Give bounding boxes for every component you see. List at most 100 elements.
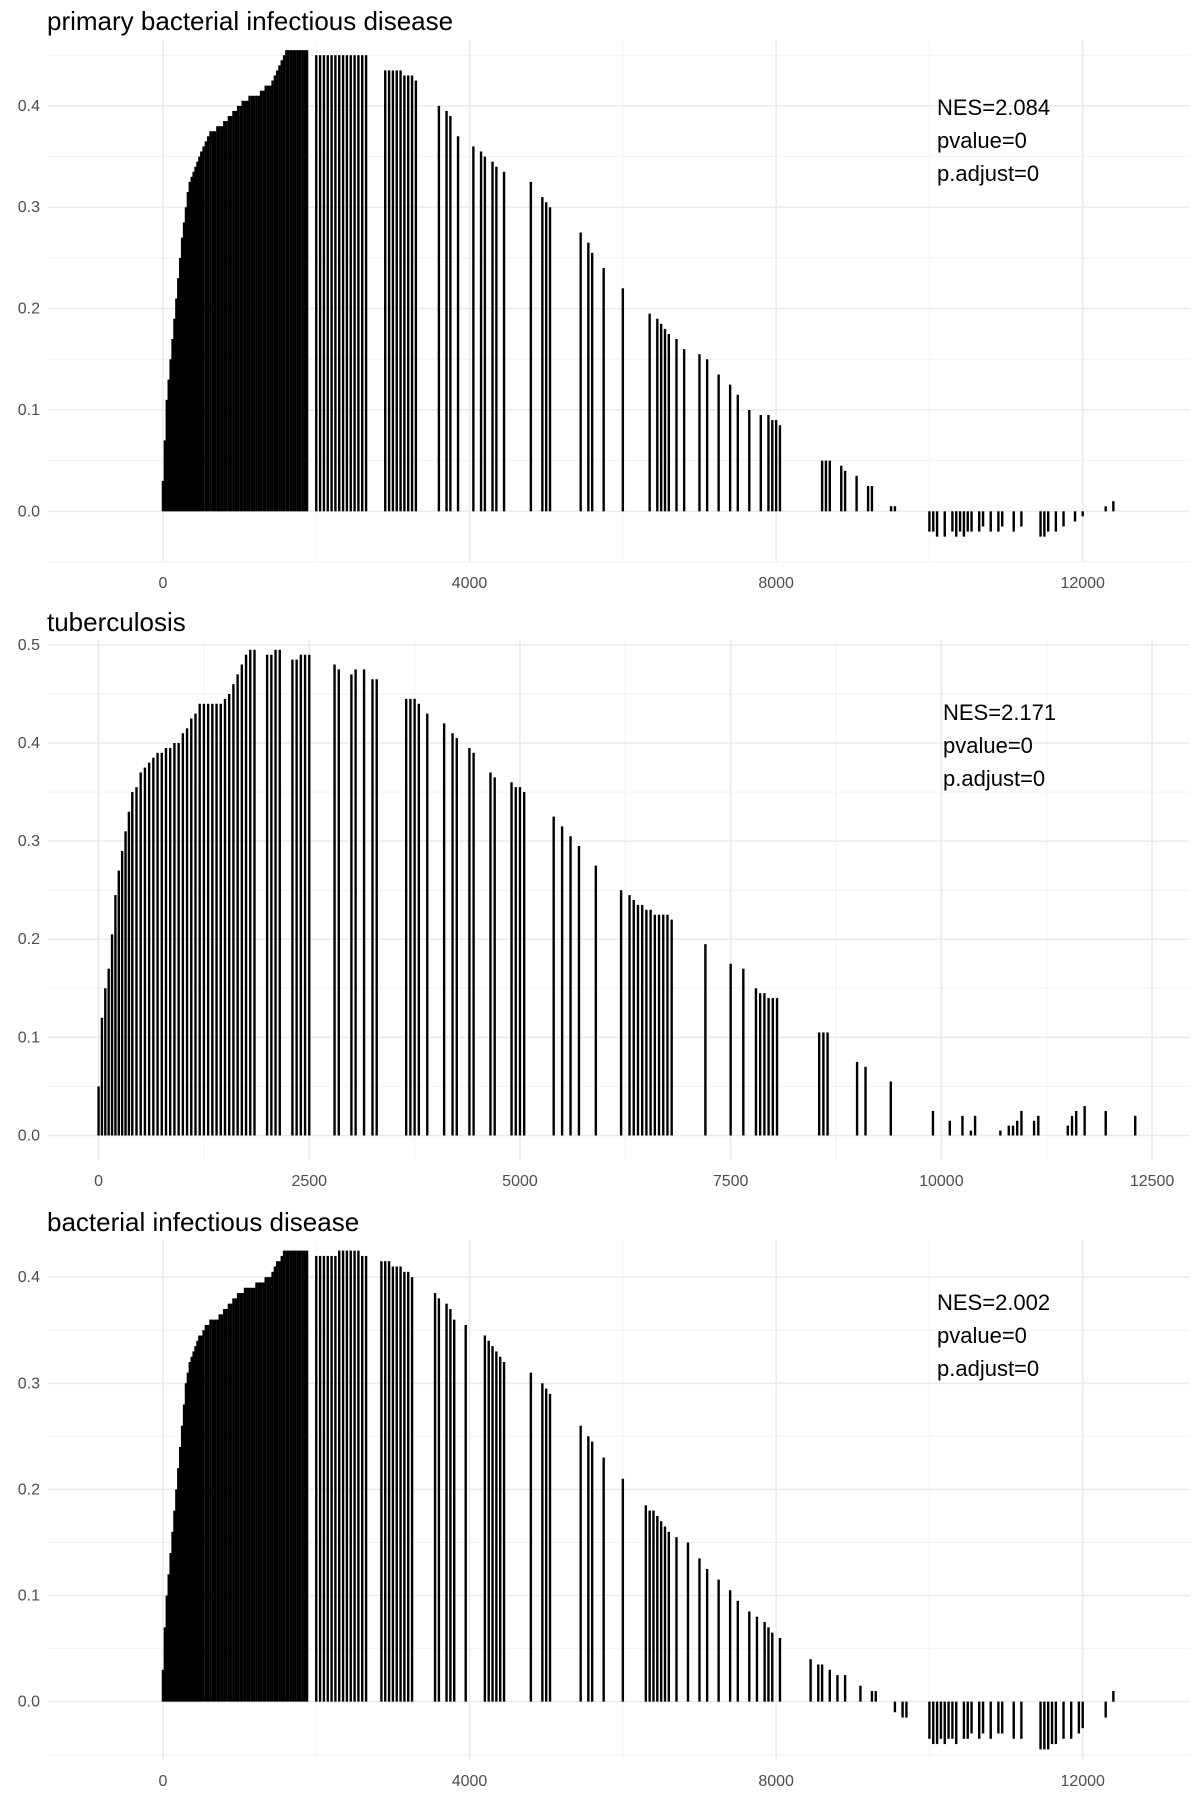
bar <box>748 1611 751 1702</box>
bar <box>943 1701 946 1745</box>
bar <box>364 1255 368 1702</box>
bar <box>180 1425 184 1702</box>
bar <box>978 511 981 532</box>
bar <box>754 988 758 1136</box>
bar <box>104 988 107 1136</box>
bar <box>391 1266 395 1702</box>
bar <box>198 1335 201 1702</box>
bar <box>640 904 644 1136</box>
bar <box>371 679 374 1136</box>
bar <box>943 511 946 537</box>
bar <box>958 511 962 532</box>
bar <box>350 674 353 1136</box>
bar <box>1039 511 1042 537</box>
bar <box>999 1130 1002 1136</box>
bar <box>186 1372 190 1702</box>
bar <box>303 1250 306 1702</box>
bar <box>264 1277 267 1702</box>
bar <box>391 70 395 512</box>
bar <box>602 1457 605 1702</box>
bar <box>184 207 188 512</box>
bar <box>541 197 544 512</box>
x-tick-label: 0 <box>159 575 168 592</box>
bar <box>755 1616 759 1702</box>
bar <box>215 703 218 1136</box>
bar <box>653 914 657 1136</box>
bar <box>353 55 356 512</box>
bar <box>1020 511 1023 527</box>
bar <box>165 1595 168 1702</box>
bar <box>246 100 249 512</box>
bar <box>303 654 307 1136</box>
bar <box>417 703 421 1136</box>
bar <box>345 1250 349 1702</box>
bar <box>305 50 309 512</box>
bar <box>173 318 176 512</box>
bar <box>120 850 124 1136</box>
bar <box>663 1526 667 1702</box>
bar <box>824 460 828 512</box>
bar <box>303 50 306 512</box>
bar <box>491 161 494 512</box>
x-tick-label: 12500 <box>1130 1173 1175 1190</box>
bar <box>763 993 766 1136</box>
bar <box>387 70 391 512</box>
bar <box>656 1515 659 1702</box>
x-tick-label: 7500 <box>713 1173 749 1190</box>
annotation-line: pvalue=0 <box>937 128 1027 153</box>
bar <box>682 349 686 512</box>
y-tick-label: 0.4 <box>18 735 40 752</box>
bar <box>287 50 290 512</box>
bar <box>728 384 732 512</box>
annotation-line: pvalue=0 <box>943 733 1033 758</box>
bar <box>227 1303 231 1702</box>
bar <box>357 55 360 512</box>
bar <box>190 1356 193 1702</box>
bar <box>698 354 701 512</box>
bar <box>1073 511 1077 522</box>
bar <box>296 1250 300 1702</box>
bar <box>265 654 269 1136</box>
bar <box>330 1255 333 1702</box>
bar <box>252 95 256 512</box>
bar <box>289 50 293 512</box>
bar <box>271 80 274 512</box>
bar <box>349 1250 352 1702</box>
bar <box>227 116 231 512</box>
bar <box>928 511 931 532</box>
bar <box>1062 511 1065 527</box>
bar <box>200 151 203 512</box>
bar <box>296 50 300 512</box>
bar <box>250 1287 254 1702</box>
bar <box>262 90 265 512</box>
bar <box>472 752 475 1136</box>
bar <box>322 55 326 512</box>
bar <box>905 1701 908 1718</box>
bar <box>1012 511 1015 532</box>
x-tick-label: 5000 <box>502 1173 538 1190</box>
bar <box>274 649 277 1136</box>
bar <box>767 1627 770 1702</box>
bar <box>171 339 174 512</box>
bar <box>893 506 897 512</box>
bar <box>248 1287 251 1702</box>
bar <box>364 55 368 512</box>
bar <box>246 1287 249 1702</box>
bar <box>269 85 272 512</box>
bar <box>240 664 244 1136</box>
bar <box>287 1250 290 1702</box>
bar <box>384 1261 387 1702</box>
x-tick-label: 8000 <box>758 575 794 592</box>
bar <box>206 703 210 1136</box>
bar <box>330 55 333 512</box>
bar <box>955 1701 958 1745</box>
bar <box>997 1701 1000 1734</box>
bar <box>771 1632 774 1702</box>
bar <box>656 318 659 512</box>
bar <box>1047 1701 1050 1750</box>
bar <box>234 1298 237 1702</box>
y-tick-label: 0.1 <box>18 402 40 419</box>
bar <box>163 440 167 512</box>
x-tick-label: 10000 <box>919 1173 964 1190</box>
bar <box>704 944 707 1136</box>
